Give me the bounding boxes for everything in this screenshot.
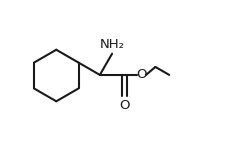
Text: NH₂: NH₂ [100, 38, 125, 51]
Text: O: O [136, 68, 147, 81]
Text: O: O [119, 99, 130, 112]
